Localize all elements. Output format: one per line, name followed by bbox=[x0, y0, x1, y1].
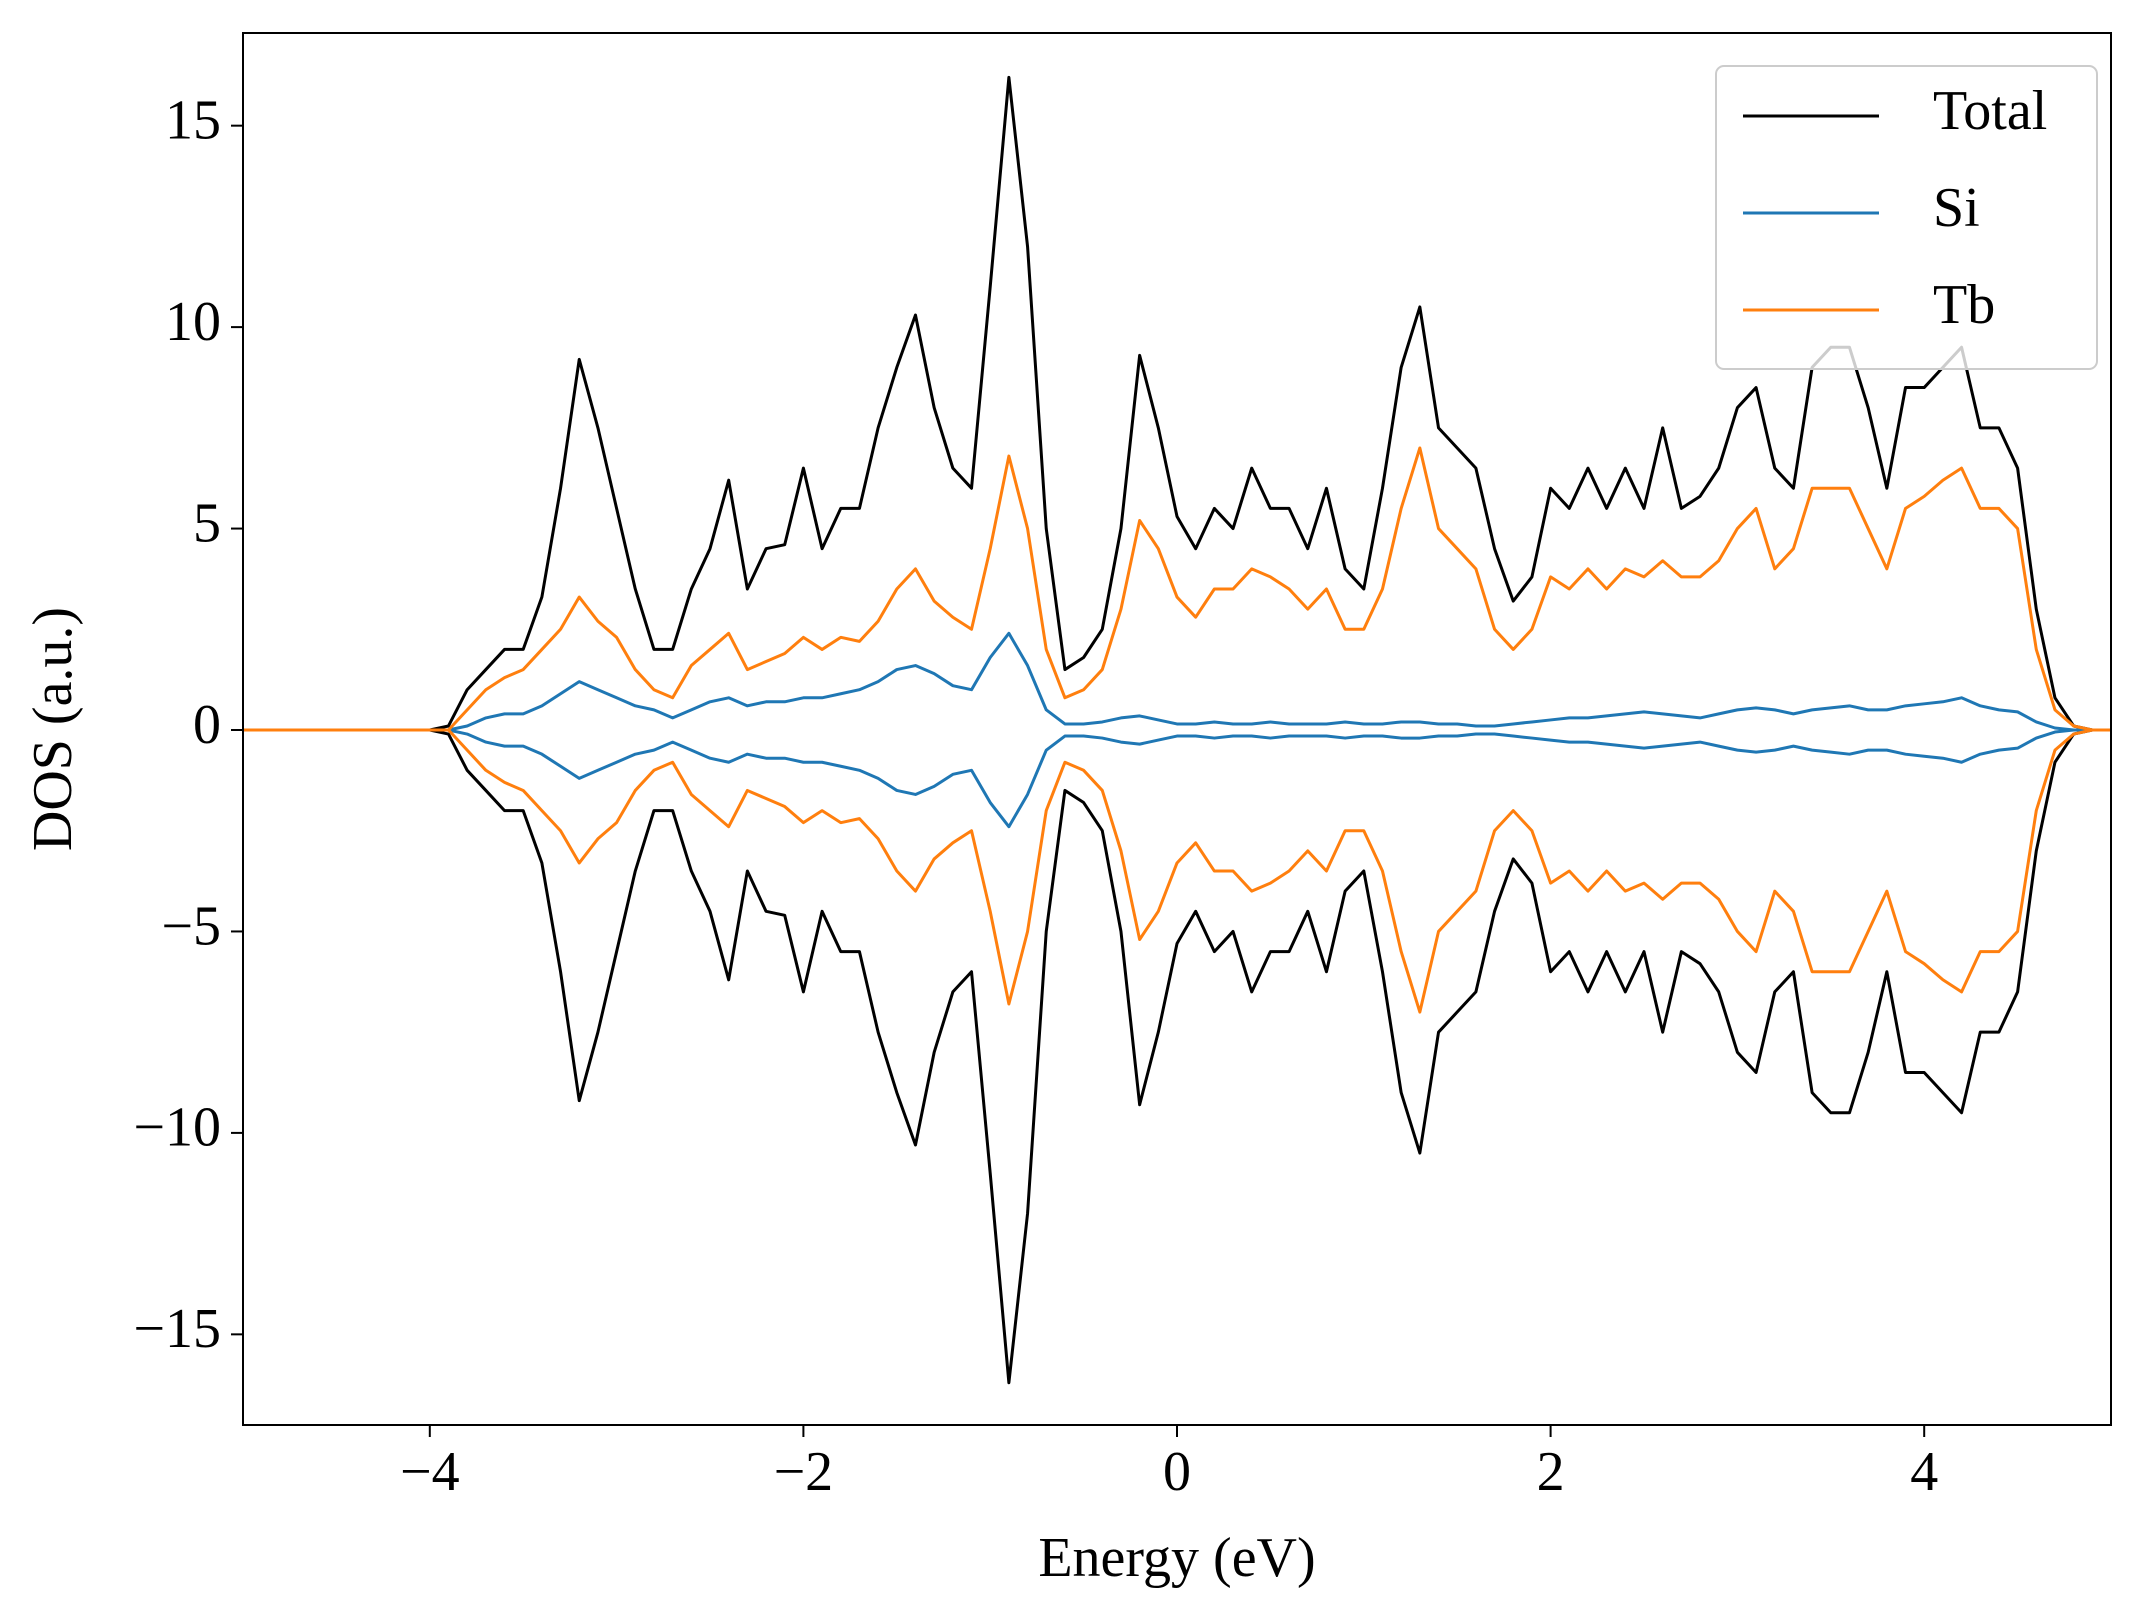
series-line bbox=[243, 728, 2111, 1385]
series-line bbox=[243, 75, 2111, 732]
legend-label: Si bbox=[1933, 177, 1980, 239]
legend-label: Total bbox=[1933, 80, 2047, 142]
y-tick-label: −15 bbox=[133, 1298, 221, 1360]
y-tick-label: 5 bbox=[193, 492, 221, 554]
plot-frame bbox=[242, 32, 2112, 1426]
y-tick-label: 0 bbox=[193, 694, 221, 756]
series-line bbox=[243, 728, 2111, 829]
series-line bbox=[243, 446, 2111, 732]
x-tick-label: 4 bbox=[1910, 1441, 1938, 1503]
legend-label: Tb bbox=[1933, 274, 1995, 336]
x-tick-label: 2 bbox=[1537, 1441, 1565, 1503]
series-line bbox=[243, 631, 2111, 732]
x-tick-label: −4 bbox=[400, 1441, 460, 1503]
y-tick-label: 10 bbox=[165, 291, 221, 353]
y-tick-label: −5 bbox=[161, 895, 221, 957]
x-tick-label: −2 bbox=[774, 1441, 834, 1503]
y-tick-label: 15 bbox=[165, 90, 221, 152]
y-axis-label: DOS (a.u.) bbox=[22, 607, 84, 851]
legend-box bbox=[1715, 65, 2098, 370]
y-tick-label: −10 bbox=[133, 1097, 221, 1159]
x-tick-label: 0 bbox=[1163, 1441, 1191, 1503]
x-axis-label: Energy (eV) bbox=[1038, 1527, 1315, 1589]
series-line bbox=[243, 728, 2111, 1014]
